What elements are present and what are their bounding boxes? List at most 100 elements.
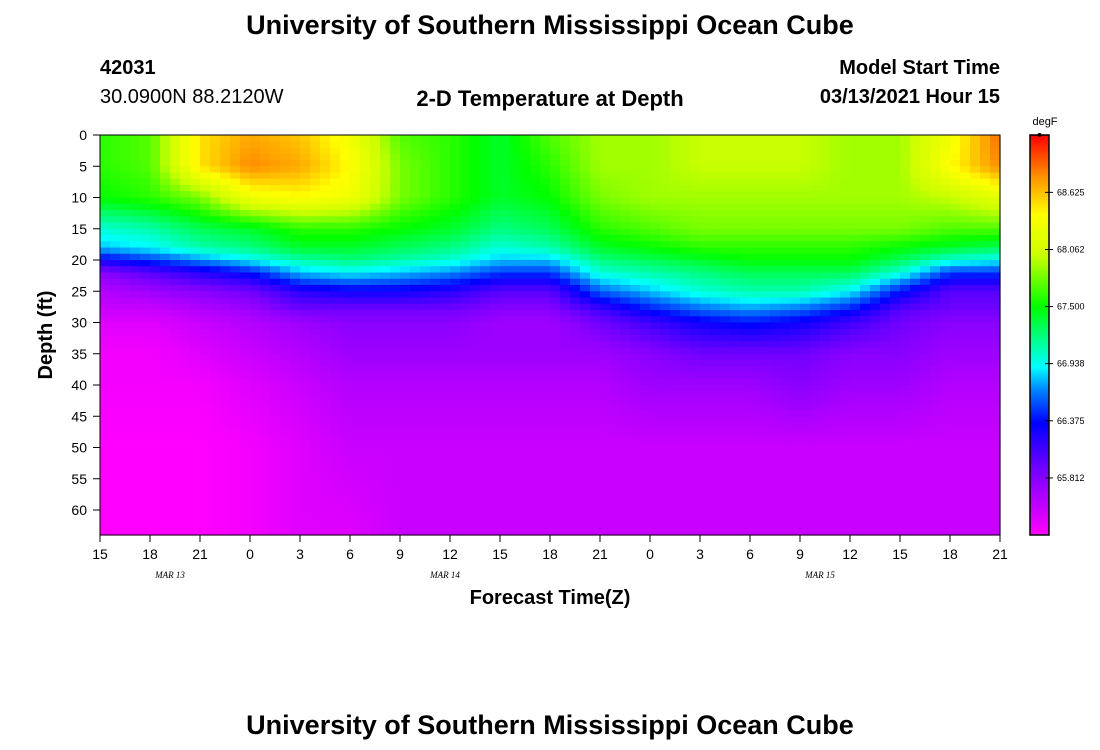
heatmap-cell bbox=[340, 366, 351, 374]
heatmap-cell bbox=[190, 397, 201, 405]
heatmap-cell bbox=[970, 266, 981, 274]
heatmap-cell bbox=[500, 403, 511, 411]
heatmap-cell bbox=[960, 410, 971, 417]
heatmap-cell bbox=[240, 416, 251, 424]
heatmap-cell bbox=[130, 335, 141, 342]
heatmap-cell bbox=[830, 441, 841, 449]
heatmap-cell bbox=[890, 322, 901, 330]
heatmap-cell bbox=[730, 385, 741, 392]
heatmap-cell bbox=[340, 210, 351, 217]
heatmap-cell bbox=[760, 247, 771, 255]
heatmap-cell bbox=[710, 278, 721, 286]
heatmap-cell bbox=[950, 203, 961, 211]
heatmap-cell bbox=[130, 360, 141, 367]
heatmap-cell bbox=[460, 366, 471, 374]
heatmap-cell bbox=[990, 347, 1001, 355]
heatmap-cell bbox=[860, 460, 871, 467]
heatmap-cell bbox=[550, 191, 561, 199]
heatmap-cell bbox=[150, 253, 161, 261]
heatmap-cell bbox=[600, 466, 611, 474]
heatmap-cell bbox=[100, 478, 111, 486]
heatmap-cell bbox=[270, 360, 281, 367]
heatmap-cell bbox=[280, 266, 291, 274]
heatmap-cell bbox=[910, 147, 921, 155]
heatmap-cell bbox=[670, 403, 681, 411]
heatmap-cell bbox=[980, 366, 991, 374]
heatmap-cell bbox=[240, 247, 251, 255]
heatmap-cell bbox=[250, 135, 261, 142]
heatmap-cell bbox=[960, 322, 971, 330]
heatmap-cell bbox=[210, 466, 221, 474]
heatmap-cell bbox=[470, 153, 481, 161]
heatmap-cell bbox=[390, 135, 401, 142]
heatmap-cell bbox=[310, 328, 321, 336]
heatmap-cell bbox=[500, 278, 511, 286]
heatmap-cell bbox=[810, 391, 821, 399]
heatmap-cell bbox=[750, 347, 761, 355]
heatmap-cell bbox=[650, 372, 661, 380]
heatmap-cell bbox=[350, 366, 361, 374]
heatmap-cell bbox=[330, 210, 341, 217]
heatmap-cell bbox=[960, 328, 971, 336]
heatmap-cell bbox=[720, 353, 731, 361]
heatmap-cell bbox=[190, 303, 201, 311]
heatmap-cell bbox=[980, 147, 991, 155]
heatmap-cell bbox=[840, 203, 851, 211]
heatmap-cell bbox=[910, 360, 921, 367]
heatmap-cell bbox=[160, 272, 171, 280]
heatmap-cell bbox=[920, 153, 931, 161]
heatmap-cell bbox=[120, 360, 131, 367]
heatmap-cell bbox=[330, 147, 341, 155]
heatmap-cell bbox=[320, 360, 331, 367]
heatmap-cell bbox=[860, 466, 871, 474]
heatmap-cell bbox=[370, 278, 381, 286]
heatmap-cell bbox=[900, 322, 911, 330]
heatmap-cell bbox=[200, 441, 211, 449]
heatmap-cell bbox=[340, 203, 351, 211]
heatmap-cell bbox=[460, 260, 471, 267]
heatmap-cell bbox=[570, 147, 581, 155]
heatmap-cell bbox=[770, 410, 781, 417]
heatmap-cell bbox=[990, 278, 1001, 286]
heatmap-cell bbox=[720, 253, 731, 261]
heatmap-cell bbox=[140, 328, 151, 336]
heatmap-cell bbox=[770, 366, 781, 374]
heatmap-cell bbox=[100, 153, 111, 161]
heatmap-cell bbox=[800, 403, 811, 411]
heatmap-cell bbox=[850, 416, 861, 424]
heatmap-cell bbox=[120, 347, 131, 355]
heatmap-cell bbox=[660, 241, 671, 249]
heatmap-cell bbox=[940, 297, 951, 305]
heatmap-cell bbox=[850, 285, 861, 292]
heatmap-cell bbox=[340, 185, 351, 192]
heatmap-cell bbox=[720, 347, 731, 355]
heatmap-cell bbox=[700, 397, 711, 405]
heatmap-cell bbox=[310, 453, 321, 461]
heatmap-cell bbox=[800, 260, 811, 267]
heatmap-cell bbox=[950, 378, 961, 386]
heatmap-cell bbox=[750, 228, 761, 236]
heatmap-cell bbox=[110, 447, 121, 455]
heatmap-cell bbox=[390, 478, 401, 486]
heatmap-cell bbox=[820, 335, 831, 342]
heatmap-cell bbox=[160, 460, 171, 467]
heatmap-cell bbox=[180, 447, 191, 455]
heatmap-cell bbox=[200, 260, 211, 267]
heatmap-cell bbox=[550, 335, 561, 342]
heatmap-cell bbox=[480, 372, 491, 380]
heatmap-cell bbox=[940, 166, 951, 174]
heatmap-cell bbox=[830, 360, 841, 367]
heatmap-cell bbox=[640, 441, 651, 449]
heatmap-cell bbox=[940, 278, 951, 286]
heatmap-cell bbox=[300, 366, 311, 374]
heatmap-cell bbox=[530, 397, 541, 405]
heatmap-cell bbox=[650, 291, 661, 299]
heatmap-cell bbox=[540, 178, 551, 186]
heatmap-cell bbox=[210, 203, 221, 211]
heatmap-cell bbox=[380, 303, 391, 311]
heatmap-cell bbox=[480, 247, 491, 255]
heatmap-cell bbox=[260, 297, 271, 305]
heatmap-cell bbox=[460, 472, 471, 480]
heatmap-cell bbox=[120, 210, 131, 217]
heatmap-cell bbox=[130, 378, 141, 386]
